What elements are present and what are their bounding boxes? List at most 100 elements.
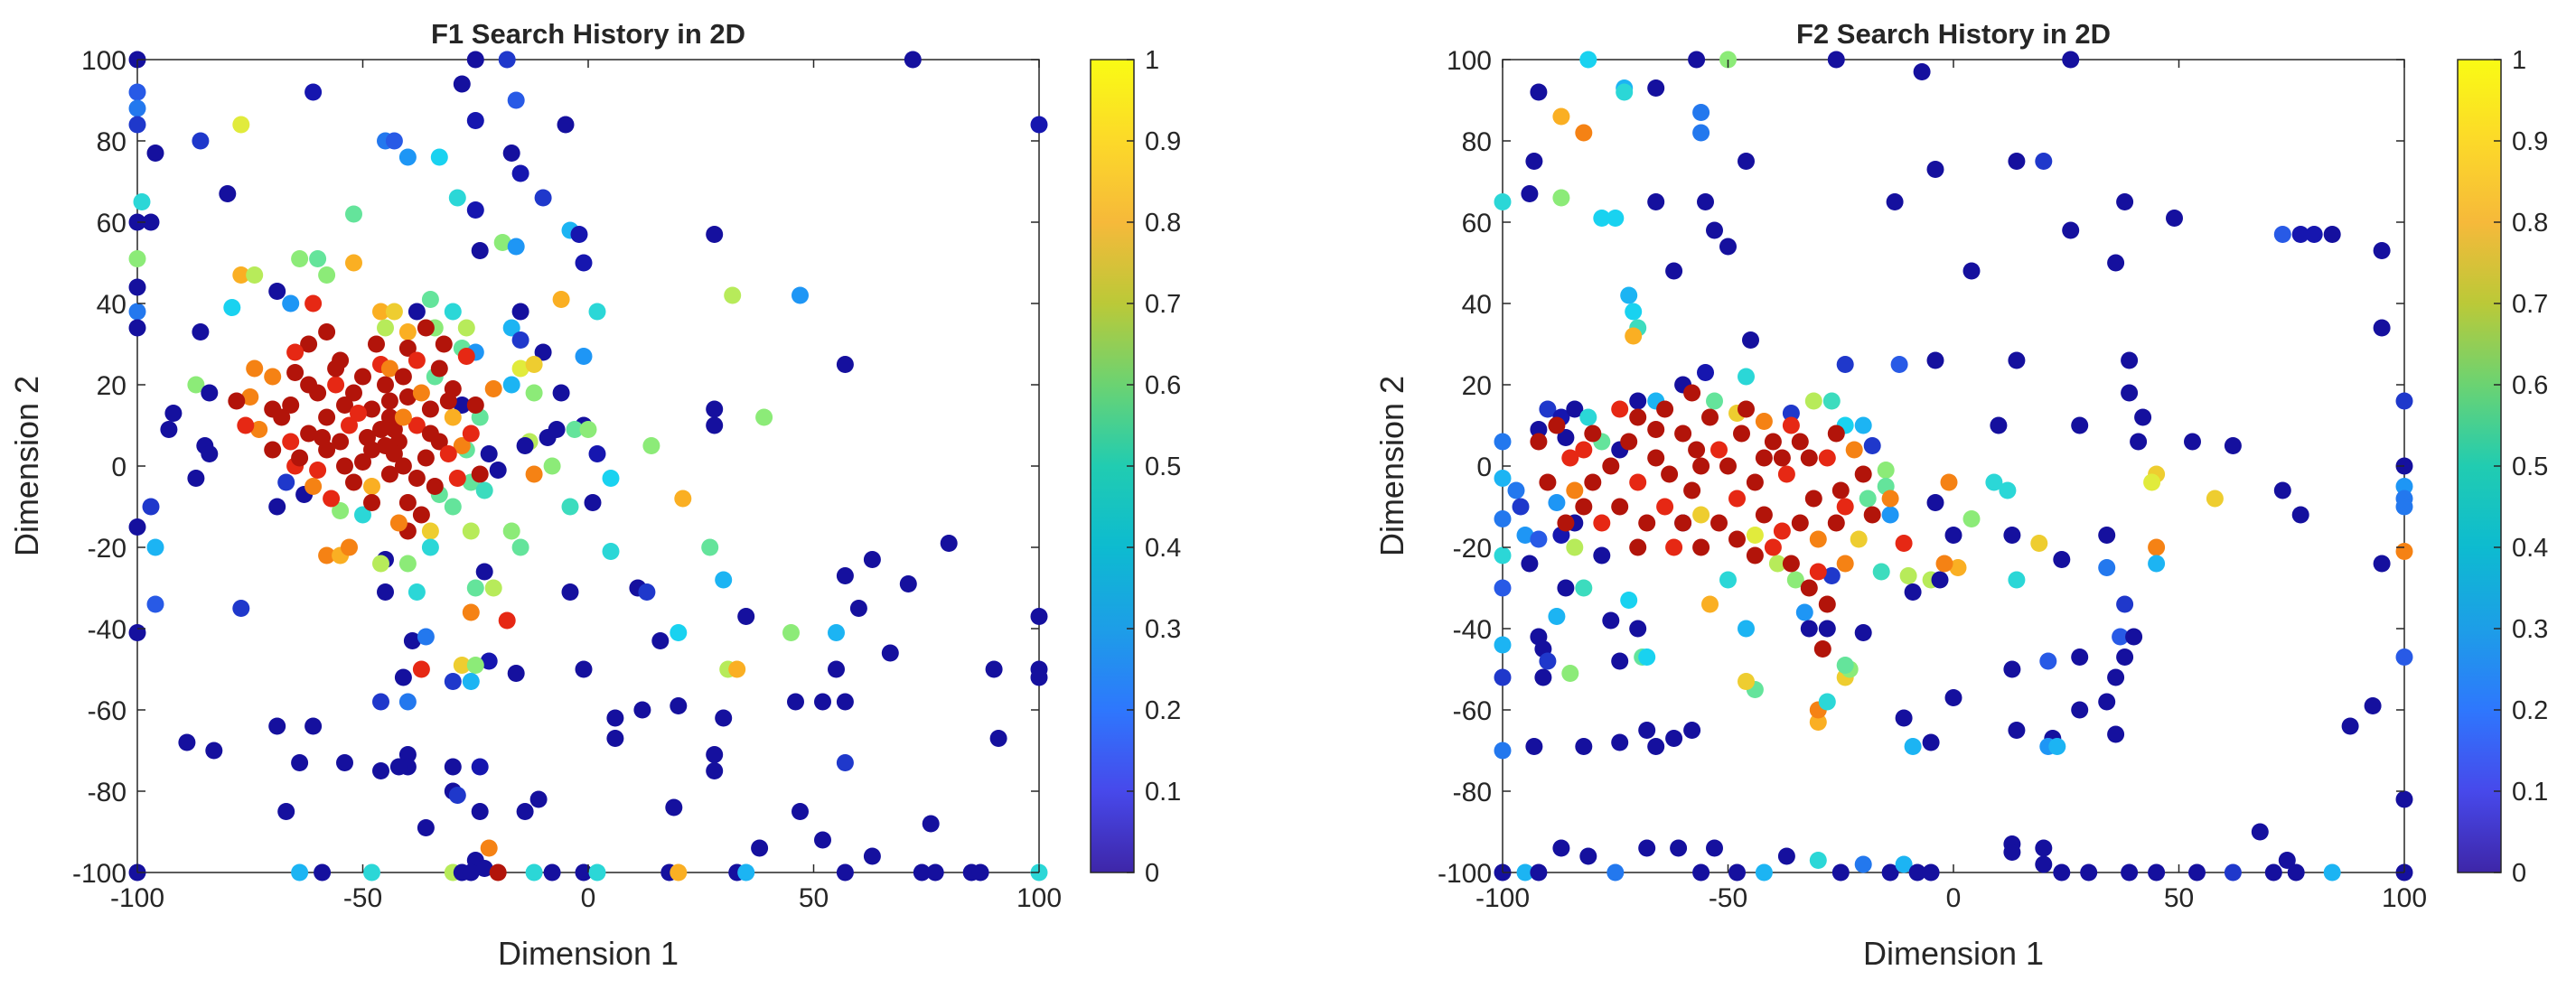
data-point xyxy=(1818,693,1836,711)
data-point xyxy=(300,376,318,394)
y-axis-label: Dimension 2 xyxy=(1373,376,1410,556)
data-point xyxy=(1557,514,1575,532)
data-point xyxy=(2080,863,2098,882)
data-point xyxy=(385,421,403,438)
y-tick-label: 100 xyxy=(81,46,126,76)
data-point xyxy=(1593,210,1611,227)
data-point xyxy=(1665,262,1683,280)
data-point xyxy=(444,498,462,516)
data-point xyxy=(475,563,493,581)
data-point xyxy=(1561,449,1579,467)
data-point xyxy=(1850,530,1868,548)
data-point xyxy=(543,457,561,475)
y-tick-label: 20 xyxy=(1462,371,1492,401)
data-point xyxy=(1638,839,1656,857)
data-point xyxy=(1800,579,1818,597)
data-point xyxy=(588,863,606,882)
data-point xyxy=(421,400,439,418)
data-point xyxy=(1773,449,1791,467)
data-point xyxy=(1494,470,1512,487)
data-point xyxy=(146,595,164,613)
data-point xyxy=(480,445,498,462)
data-point xyxy=(1738,400,1755,418)
data-point xyxy=(398,746,417,763)
data-point xyxy=(1530,83,1548,101)
data-point xyxy=(480,839,498,857)
data-point xyxy=(377,319,394,337)
data-point xyxy=(277,803,295,820)
data-point xyxy=(1683,481,1701,499)
data-point xyxy=(2112,628,2130,646)
data-point xyxy=(2107,668,2125,686)
data-point xyxy=(1579,408,1597,426)
data-point xyxy=(1593,514,1611,532)
data-point xyxy=(863,847,881,865)
data-point xyxy=(304,83,323,101)
data-point xyxy=(1692,457,1710,475)
data-point xyxy=(466,112,484,129)
data-point xyxy=(1629,538,1647,556)
data-point xyxy=(2134,408,2152,426)
data-point xyxy=(304,478,323,495)
data-point xyxy=(913,863,931,882)
data-point xyxy=(219,185,237,202)
data-point xyxy=(466,657,484,674)
data-point xyxy=(1530,433,1548,451)
data-point xyxy=(2008,153,2026,170)
data-point xyxy=(146,538,164,556)
y-tick-label: 80 xyxy=(97,127,126,157)
data-point xyxy=(2395,392,2413,410)
data-point xyxy=(1818,620,1836,638)
data-point xyxy=(1935,555,1953,573)
data-point xyxy=(327,359,345,378)
data-point xyxy=(1647,193,1665,210)
data-point xyxy=(246,266,264,284)
data-point xyxy=(448,787,466,804)
data-point xyxy=(706,226,724,243)
x-tick-label: -50 xyxy=(343,883,382,913)
data-point xyxy=(1738,620,1755,638)
data-point xyxy=(1548,608,1566,625)
data-point xyxy=(2224,437,2242,454)
y-tick-label: -20 xyxy=(1453,534,1492,564)
data-point xyxy=(899,575,917,592)
data-point xyxy=(1647,79,1665,97)
data-point xyxy=(1602,611,1620,630)
data-point xyxy=(665,798,683,816)
data-point xyxy=(412,384,430,402)
data-point xyxy=(1629,392,1647,410)
data-point xyxy=(192,132,210,150)
data-point xyxy=(412,506,430,524)
data-point xyxy=(1575,738,1593,755)
data-point xyxy=(1827,514,1845,532)
data-point xyxy=(2166,210,2183,227)
data-point xyxy=(502,522,520,540)
data-point xyxy=(345,473,362,491)
data-point xyxy=(1904,583,1922,601)
data-point xyxy=(638,583,656,601)
data-point xyxy=(2148,555,2166,573)
data-point xyxy=(304,717,323,735)
data-point xyxy=(606,709,624,727)
data-point xyxy=(1620,592,1638,609)
data-point xyxy=(1755,449,1773,467)
data-point xyxy=(1512,498,1530,516)
data-point xyxy=(453,657,471,674)
data-point xyxy=(1638,648,1656,666)
data-point xyxy=(2323,226,2341,243)
data-point xyxy=(575,348,593,365)
colorbar-tick-label: 0.9 xyxy=(2512,127,2548,156)
data-point xyxy=(462,603,480,621)
data-point xyxy=(2035,855,2053,873)
data-point xyxy=(1579,51,1597,69)
y-tick-label: -40 xyxy=(88,615,126,645)
data-point xyxy=(737,863,755,882)
data-point xyxy=(1738,153,1755,170)
data-point xyxy=(511,303,529,321)
data-point xyxy=(336,457,353,475)
data-point xyxy=(828,660,845,678)
data-point xyxy=(318,266,336,284)
data-point xyxy=(1706,839,1723,857)
data-point xyxy=(575,254,593,272)
data-point xyxy=(2121,384,2139,402)
